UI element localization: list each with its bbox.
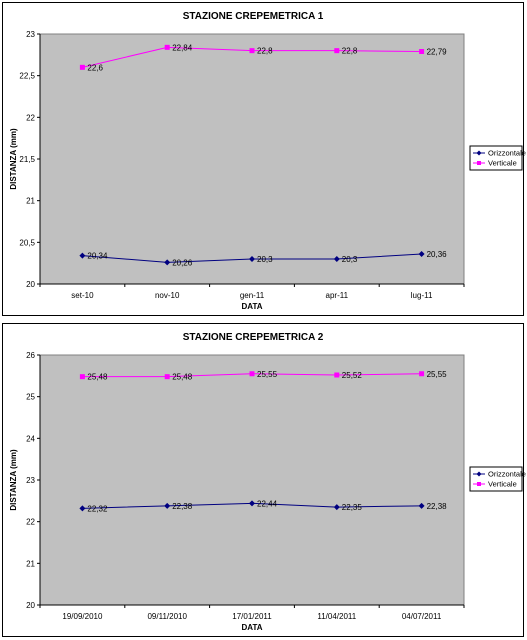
legend-label-verticale: Verticale: [488, 159, 517, 168]
data-point: [249, 500, 255, 507]
legend-marker: [477, 482, 481, 486]
data-point: [334, 372, 340, 378]
data-label: 25,48: [172, 373, 193, 382]
data-label: 25,55: [257, 370, 278, 379]
chart-panel-1: STAZIONE CREPEMETRICA 1 20 20,5 21 21,5 22 22,…: [2, 2, 526, 316]
data-label: 22,84: [172, 43, 193, 52]
y-tick-label: 23: [26, 476, 35, 485]
chart-2: STAZIONE CREPEMETRICA 2 20 21 22 23 24 25 26 19/…: [9, 332, 526, 632]
data-point: [418, 251, 425, 257]
data-label: 20,3: [342, 255, 358, 264]
x-axis-title: DATA: [241, 623, 262, 632]
data-point: [419, 49, 425, 54]
x-tick-label: 04/07/2011: [402, 612, 442, 621]
legend-marker: [476, 471, 482, 477]
data-label: 20,36: [427, 250, 448, 259]
x-tick-label: 11/04/2011: [317, 612, 356, 621]
data-label: 20,26: [172, 258, 193, 267]
plot-area: [39, 33, 465, 285]
x-axis-title: DATA: [241, 302, 262, 311]
data-label: 25,48: [87, 373, 108, 382]
y-tick-label: 20: [26, 280, 35, 289]
x-tick-label: 09/11/2010: [147, 612, 187, 621]
data-point: [164, 44, 170, 50]
chart-title: STAZIONE CREPEMETRICA 1: [183, 11, 324, 22]
data-point: [249, 256, 255, 262]
data-label: 25,52: [342, 371, 363, 380]
legend-label-verticale: Verticale: [488, 480, 517, 489]
data-point: [333, 504, 340, 511]
data-point: [79, 64, 85, 70]
legend-label-orizzontale: Orizzontale: [488, 149, 526, 158]
y-tick-label: 21,5: [19, 155, 35, 164]
y-tick-label: 20: [26, 601, 35, 610]
legend-marker: [476, 150, 482, 156]
y-tick-label: 22,5: [19, 72, 35, 81]
y-tick-label: 24: [26, 434, 35, 443]
data-label: 22,79: [427, 48, 448, 57]
x-tick-label: 17/01/2011: [232, 612, 272, 621]
data-label: 20,34: [87, 252, 108, 261]
y-tick-label: 20,5: [19, 238, 35, 247]
y-tick-label: 22: [26, 113, 35, 122]
data-point: [334, 48, 340, 54]
x-tick-label: set-10: [71, 291, 94, 300]
y-tick-label: 21: [26, 197, 35, 206]
y-tick-label: 26: [26, 351, 35, 360]
data-point: [419, 371, 425, 377]
x-tick-label: gen-11: [240, 291, 265, 300]
data-label: 22,38: [427, 502, 448, 511]
data-label: 22,6: [87, 63, 103, 72]
x-tick-label: apr-11: [326, 291, 349, 300]
plot-area: [39, 354, 465, 606]
data-point: [418, 502, 425, 509]
data-point: [79, 252, 86, 259]
data-point: [79, 374, 85, 380]
data-label: 25,55: [427, 370, 448, 379]
data-label: 22,8: [342, 47, 358, 56]
data-point: [164, 502, 171, 509]
legend-marker: [477, 161, 481, 165]
y-tick-label: 21: [26, 559, 35, 568]
data-point: [249, 48, 255, 54]
chart-1: STAZIONE CREPEMETRICA 1 20 20,5 21 21,5 22 22,…: [9, 11, 526, 311]
data-point: [333, 256, 340, 262]
x-tick-label: lug-11: [411, 291, 433, 300]
x-tick-label: nov-10: [155, 291, 180, 300]
chart-panel-2: STAZIONE CREPEMETRICA 2 20 21 22 23 24 25 26 19/…: [2, 323, 526, 637]
data-point: [249, 371, 255, 377]
y-tick-label: 25: [26, 393, 35, 402]
data-label: 22,44: [257, 499, 278, 508]
data-label: 22,35: [342, 503, 363, 512]
legend-box: [469, 145, 523, 171]
y-axis-title: DISTANZA (mm): [9, 449, 18, 511]
y-tick-label: 22: [26, 518, 35, 527]
data-point: [79, 505, 86, 512]
data-label: 22,38: [172, 502, 193, 511]
data-label: 20,3: [257, 255, 273, 264]
y-axis-title: DISTANZA (mm): [9, 128, 18, 190]
legend-box: [469, 466, 523, 492]
x-tick-label: 19/09/2010: [62, 612, 103, 621]
chart-title: STAZIONE CREPEMETRICA 2: [183, 332, 324, 343]
data-point: [164, 259, 171, 266]
y-tick-label: 23: [26, 30, 35, 39]
legend-label-orizzontale: Orizzontale: [488, 470, 526, 479]
data-label: 22,8: [257, 47, 273, 56]
data-point: [164, 374, 170, 380]
data-label: 22,32: [87, 504, 108, 513]
